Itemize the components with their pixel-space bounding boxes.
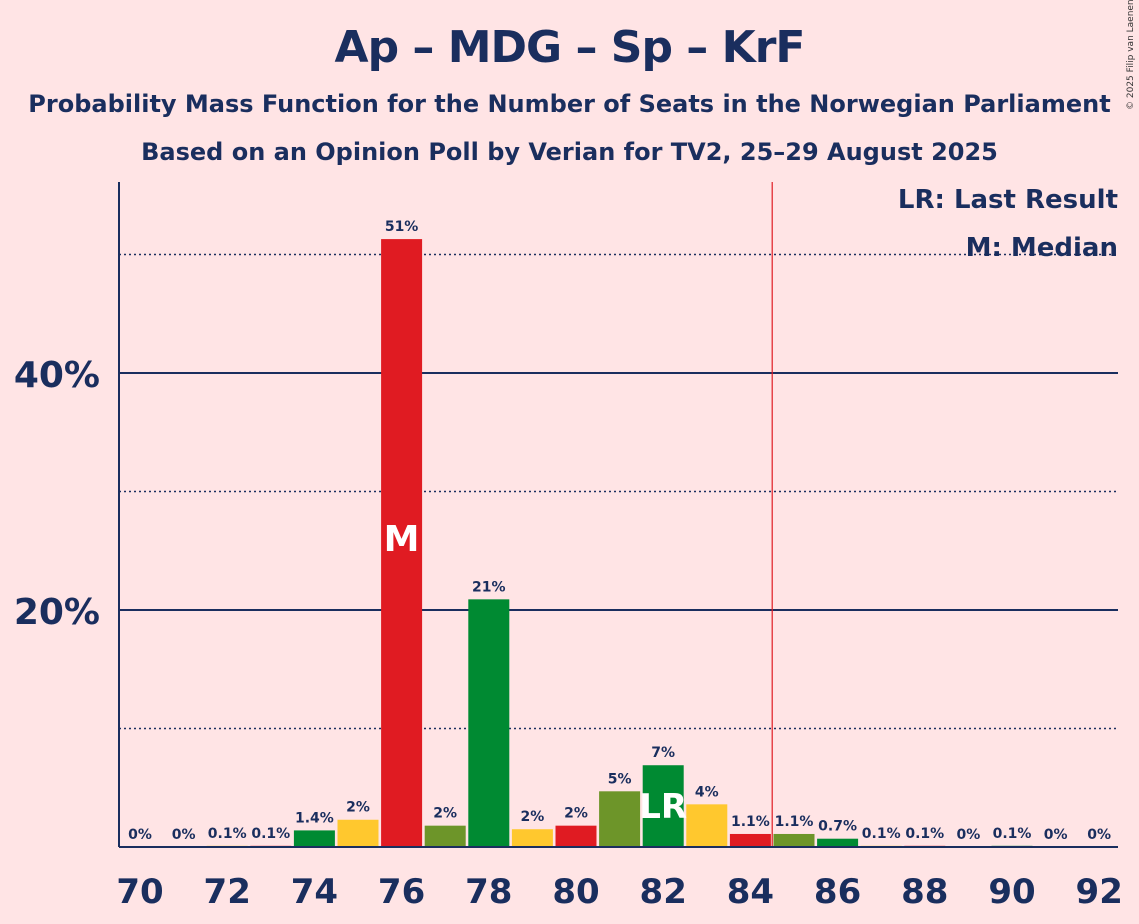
bar-data-label: 1.1% (731, 814, 770, 830)
bar-data-label: 0.1% (905, 826, 944, 842)
bar-data-label: 0% (128, 827, 152, 843)
bar (642, 765, 684, 847)
bar (599, 791, 641, 847)
bar-data-label: 1.1% (775, 814, 814, 830)
chart-subtitle-source: Based on an Opinion Poll by Verian for T… (141, 138, 998, 166)
legend-last-result: LR: Last Result (897, 185, 1118, 215)
bar-data-label: 0% (957, 827, 981, 843)
x-tick-label: 78 (465, 872, 512, 912)
bar-data-label: 51% (385, 219, 419, 235)
bar-data-label: 2% (564, 806, 588, 822)
bar (729, 833, 771, 847)
x-tick-label: 72 (204, 872, 251, 912)
bar-data-label: 4% (695, 784, 719, 800)
x-tick-label: 92 (1076, 872, 1123, 912)
x-tick-label: 74 (291, 872, 338, 912)
last-result-marker: LR (639, 787, 687, 827)
bar (555, 825, 597, 847)
bar-data-label: 1.4% (295, 810, 334, 826)
bar-data-label: 2% (346, 800, 370, 816)
bar (817, 838, 859, 847)
bar-data-label: 0.1% (862, 826, 901, 842)
bar-data-label: 0% (1087, 827, 1111, 843)
bar-data-label: 0.1% (993, 826, 1032, 842)
x-tick-label: 86 (814, 872, 861, 912)
bar-data-label: 2% (433, 806, 457, 822)
bar-data-label: 0% (172, 827, 196, 843)
bar (381, 239, 423, 848)
bar-data-label: 0.1% (208, 826, 247, 842)
x-tick-label: 88 (901, 872, 948, 912)
x-tick-label: 82 (640, 872, 687, 912)
bar-data-label: 0.7% (818, 819, 857, 835)
x-tick-label: 80 (552, 872, 599, 912)
x-tick-label: 76 (378, 872, 425, 912)
bar (337, 819, 379, 847)
x-tick-label: 90 (988, 872, 1035, 912)
median-marker: M (384, 519, 420, 560)
bar (773, 833, 815, 847)
y-tick-label: 40% (14, 355, 100, 396)
bar (424, 825, 466, 847)
bar-data-label: 0% (1044, 827, 1068, 843)
legend-median: M: Median (965, 233, 1118, 263)
bar-data-label: 0.1% (251, 826, 290, 842)
y-tick-label: 20% (14, 592, 100, 633)
bar-data-label: 5% (608, 771, 632, 787)
bar-data-label: 7% (651, 745, 675, 761)
bar (293, 830, 335, 847)
x-tick-label: 84 (727, 872, 774, 912)
bar (686, 804, 728, 847)
bar (511, 829, 553, 847)
bar-data-label: 2% (521, 809, 545, 825)
bar (468, 599, 510, 847)
bar-data-label: 21% (472, 579, 506, 595)
x-tick-label: 70 (116, 872, 163, 912)
chart-subtitle: Probability Mass Function for the Number… (28, 90, 1111, 118)
chart-title: Ap – MDG – Sp – KrF (334, 22, 806, 73)
